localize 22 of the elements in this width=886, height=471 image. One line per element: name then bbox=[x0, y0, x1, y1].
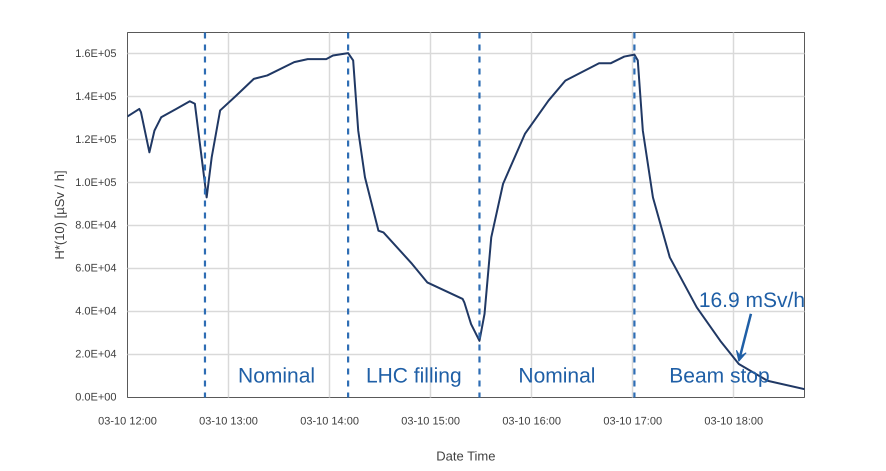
y-tick-label: 6.0E+04 bbox=[75, 262, 117, 275]
y-tick-label: 1.0E+05 bbox=[75, 176, 117, 189]
y-tick-label: 4.0E+04 bbox=[75, 306, 117, 318]
x-tick-label: 03-10 18:00 bbox=[704, 416, 764, 428]
x-tick-label: 03-10 16:00 bbox=[502, 416, 562, 428]
y-tick-label: 1.6E+05 bbox=[75, 48, 117, 60]
x-tick-label: 03-10 12:00 bbox=[98, 416, 157, 428]
annotation: Nominal bbox=[238, 364, 316, 388]
annotation: 16.9 mSv/h bbox=[698, 288, 806, 312]
y-tick-label: 1.2E+05 bbox=[75, 134, 117, 146]
y-tick-label: 1.4E+05 bbox=[75, 90, 117, 103]
x-tick-label: 03-10 13:00 bbox=[199, 416, 258, 428]
y-tick-label: 0.0E+00 bbox=[75, 392, 117, 404]
y-tick-label: 2.0E+04 bbox=[75, 348, 117, 361]
annotation: LHC filling bbox=[366, 364, 462, 388]
x-tick-label: 03-10 17:00 bbox=[603, 416, 662, 428]
x-tick-label: 03-10 14:00 bbox=[300, 416, 359, 428]
x-axis-title: Date Time bbox=[436, 448, 496, 464]
x-tick-label: 03-10 15:00 bbox=[401, 416, 460, 428]
annotation: Nominal bbox=[518, 364, 596, 388]
y-tick-label: 8.0E+04 bbox=[75, 220, 117, 232]
y-axis-title: H*(10) [µSv / h] bbox=[52, 170, 68, 260]
